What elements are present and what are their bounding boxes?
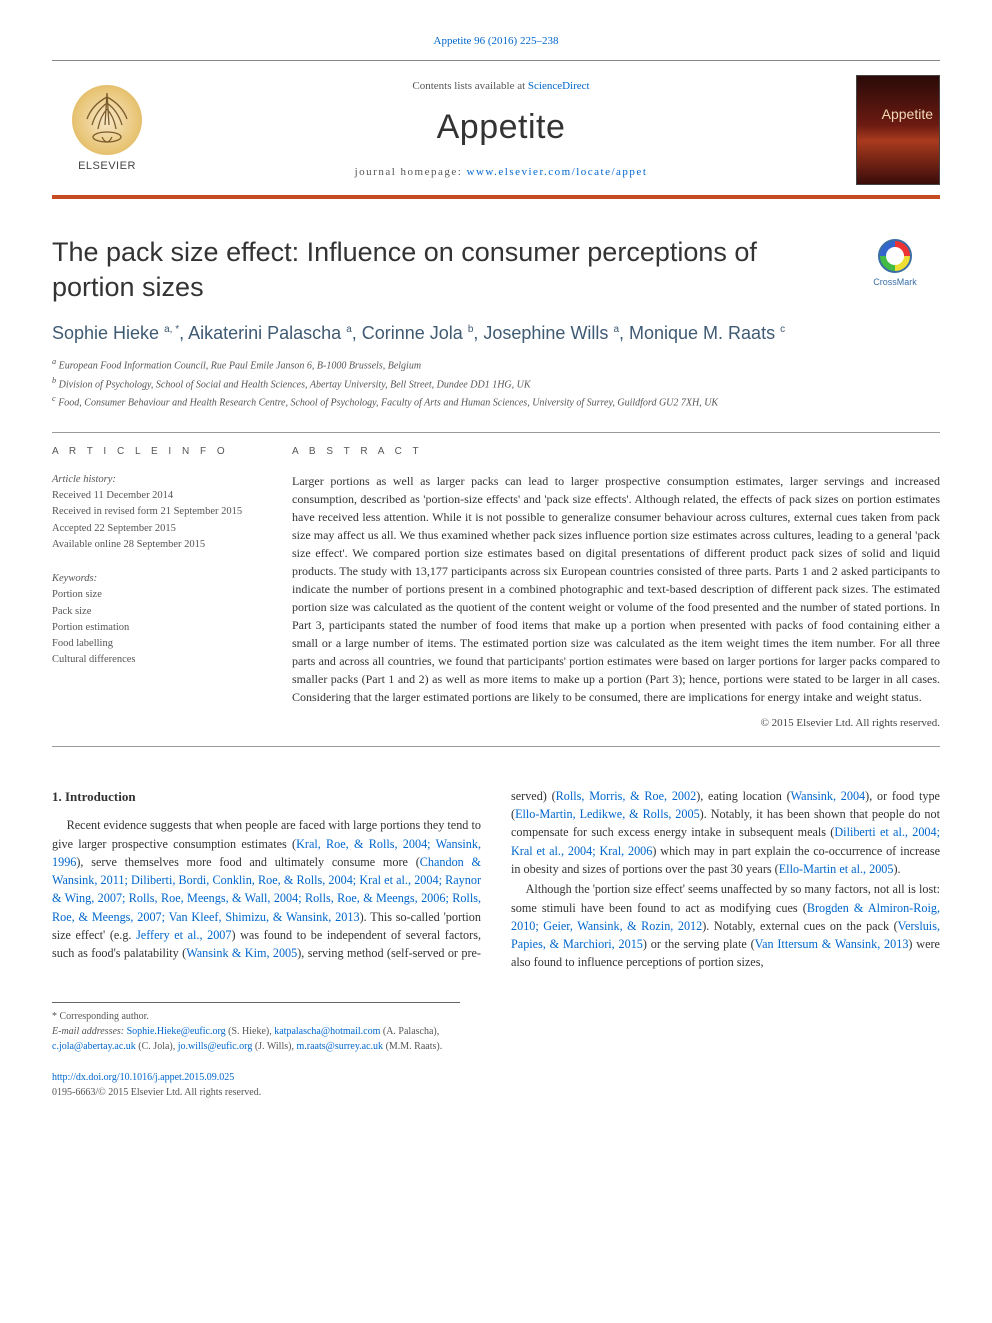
citation-line: Appetite 96 (2016) 225–238 — [52, 34, 940, 50]
title-row: The pack size effect: Influence on consu… — [52, 235, 940, 305]
meta-row: A R T I C L E I N F O Article history: R… — [52, 445, 940, 731]
affiliation-line: c Food, Consumer Behaviour and Health Re… — [52, 393, 940, 410]
history-revised: Received in revised form 21 September 20… — [52, 504, 262, 520]
history-accepted: Accepted 22 September 2015 — [52, 521, 262, 537]
text-run: ). Notably, external cues on the pack ( — [702, 919, 897, 933]
footnotes: * Corresponding author. E-mail addresses… — [52, 1002, 460, 1054]
crossmark-icon — [878, 239, 912, 273]
banner-right: Appetite — [840, 75, 940, 185]
elsevier-tree-icon — [72, 85, 142, 155]
intro-paragraph-2: Although the 'portion size effect' seems… — [511, 880, 940, 971]
journal-name: Appetite — [162, 103, 840, 152]
keywords-label: Keywords: — [52, 571, 262, 587]
divider — [52, 746, 940, 747]
citation-link[interactable]: Van Ittersum & Wansink, 2013 — [755, 937, 909, 951]
contents-prefix: Contents lists available at — [412, 80, 527, 92]
citation-link[interactable]: Wansink, 2004 — [791, 789, 866, 803]
contents-available-line: Contents lists available at ScienceDirec… — [162, 79, 840, 95]
affiliations: a European Food Information Council, Rue… — [52, 356, 940, 410]
keyword-item: Cultural differences — [52, 652, 262, 668]
homepage-line: journal homepage: www.elsevier.com/locat… — [162, 165, 840, 181]
text-run: (A. Palascha), — [380, 1026, 439, 1037]
text-run: ). — [893, 862, 900, 876]
corresponding-author-note: * Corresponding author. — [52, 1009, 460, 1024]
body-columns: 1. Introduction Recent evidence suggests… — [52, 787, 940, 972]
keyword-item: Portion estimation — [52, 620, 262, 636]
journal-cover-thumbnail: Appetite — [856, 75, 940, 185]
text-run: (J. Wills), — [252, 1041, 296, 1052]
publisher-name: ELSEVIER — [78, 159, 136, 175]
crossmark-badge[interactable]: CrossMark — [850, 239, 940, 289]
cover-title-text: Appetite — [882, 104, 933, 124]
issn-copyright-line: 0195-6663/© 2015 Elsevier Ltd. All right… — [52, 1085, 940, 1100]
citation-link[interactable]: Ello-Martin et al., 2005 — [779, 862, 894, 876]
homepage-link[interactable]: www.elsevier.com/locate/appet — [467, 166, 648, 178]
keywords-block: Keywords: Portion sizePack sizePortion e… — [52, 571, 262, 669]
introduction-heading: 1. Introduction — [52, 787, 481, 807]
publisher-block: ELSEVIER — [52, 85, 162, 175]
banner-center: Contents lists available at ScienceDirec… — [162, 79, 840, 180]
crossmark-label: CrossMark — [873, 276, 917, 289]
journal-banner: ELSEVIER Contents lists available at Sci… — [52, 60, 940, 199]
text-run: ), serve themselves more food and ultima… — [76, 855, 419, 869]
email-link[interactable]: m.raats@surrey.ac.uk — [296, 1041, 383, 1052]
citation-link[interactable]: Appetite 96 (2016) 225–238 — [434, 35, 559, 47]
keywords-list: Portion sizePack sizePortion estimationF… — [52, 587, 262, 668]
email-addresses: E-mail addresses: Sophie.Hieke@eufic.org… — [52, 1024, 460, 1054]
emails-label: E-mail addresses: — [52, 1026, 127, 1037]
text-run: ) or the serving plate ( — [643, 937, 755, 951]
email-link[interactable]: c.jola@abertay.ac.uk — [52, 1041, 136, 1052]
text-run: (C. Jola), — [136, 1041, 178, 1052]
affiliation-line: a European Food Information Council, Rue… — [52, 356, 940, 373]
affiliation-line: b Division of Psychology, School of Soci… — [52, 375, 940, 392]
text-run: ), eating location ( — [696, 789, 790, 803]
abstract-text: Larger portions as well as larger packs … — [292, 472, 940, 706]
homepage-prefix: journal homepage: — [355, 166, 467, 178]
author-list: Sophie Hieke a, *, Aikaterini Palascha a… — [52, 321, 940, 346]
bottom-block: http://dx.doi.org/10.1016/j.appet.2015.0… — [52, 1070, 940, 1100]
history-online: Available online 28 September 2015 — [52, 537, 262, 553]
divider — [52, 432, 940, 433]
article-info-column: A R T I C L E I N F O Article history: R… — [52, 445, 262, 731]
sciencedirect-link[interactable]: ScienceDirect — [528, 80, 590, 92]
email-link[interactable]: Sophie.Hieke@eufic.org — [127, 1026, 226, 1037]
citation-link[interactable]: Jeffery et al., 2007 — [136, 928, 231, 942]
history-received: Received 11 December 2014 — [52, 488, 262, 504]
keyword-item: Portion size — [52, 587, 262, 603]
email-link[interactable]: jo.wills@eufic.org — [178, 1041, 253, 1052]
doi-link[interactable]: http://dx.doi.org/10.1016/j.appet.2015.0… — [52, 1072, 234, 1083]
citation-link[interactable]: Rolls, Morris, & Roe, 2002 — [556, 789, 697, 803]
history-label: Article history: — [52, 472, 262, 488]
abstract-column: A B S T R A C T Larger portions as well … — [292, 445, 940, 731]
article-info-heading: A R T I C L E I N F O — [52, 445, 262, 460]
article-title: The pack size effect: Influence on consu… — [52, 235, 830, 305]
page-root: Appetite 96 (2016) 225–238 ELSEVIER Cont… — [0, 0, 992, 1130]
citation-link[interactable]: Wansink & Kim, 2005 — [186, 946, 297, 960]
abstract-heading: A B S T R A C T — [292, 445, 940, 460]
text-run: (S. Hieke), — [226, 1026, 275, 1037]
keyword-item: Food labelling — [52, 636, 262, 652]
abstract-copyright: © 2015 Elsevier Ltd. All rights reserved… — [292, 716, 940, 732]
text-run: (M.M. Raats). — [383, 1041, 442, 1052]
article-history: Article history: Received 11 December 20… — [52, 472, 262, 553]
email-link[interactable]: katpalascha@hotmail.com — [274, 1026, 380, 1037]
keyword-item: Pack size — [52, 604, 262, 620]
citation-link[interactable]: Ello-Martin, Ledikwe, & Rolls, 2005 — [515, 807, 700, 821]
